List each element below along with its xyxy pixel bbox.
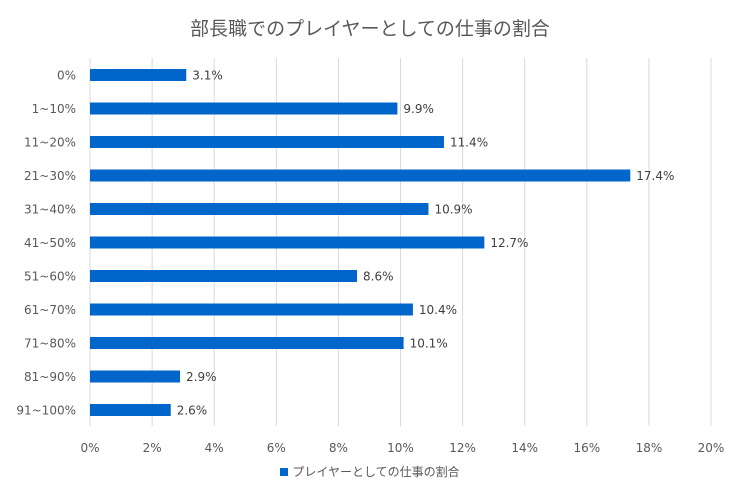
x-tick-label: 8% xyxy=(329,441,348,455)
bar xyxy=(90,337,404,349)
legend-swatch xyxy=(280,467,289,476)
legend: プレイヤーとしての仕事の割合 xyxy=(0,463,740,480)
chart-title: 部長職でのプレイヤーとしての仕事の割合 xyxy=(190,18,550,40)
bar xyxy=(90,404,171,416)
legend-label: プレイヤーとしての仕事の割合 xyxy=(292,465,460,479)
y-tick-label: 0% xyxy=(57,69,76,83)
bar xyxy=(90,69,187,81)
data-label: 3.1% xyxy=(192,69,223,83)
x-tick-label: 14% xyxy=(511,441,538,455)
data-label: 12.7% xyxy=(490,236,528,250)
x-tick-label: 6% xyxy=(267,441,286,455)
data-label: 9.9% xyxy=(403,102,434,116)
data-label: 2.9% xyxy=(186,370,217,384)
bar xyxy=(90,270,358,282)
data-label: 10.4% xyxy=(419,303,457,317)
bar xyxy=(90,303,413,316)
y-tick-label: 1~10% xyxy=(32,102,76,116)
bar xyxy=(90,203,429,215)
x-tick-label: 20% xyxy=(698,441,725,455)
y-tick-label: 91~100% xyxy=(16,404,76,418)
x-tick-label: 2% xyxy=(143,441,162,455)
data-label: 17.4% xyxy=(636,169,674,183)
y-tick-label: 81~90% xyxy=(24,370,76,384)
x-tick-label: 4% xyxy=(205,441,224,455)
y-tick-label: 31~40% xyxy=(24,203,76,217)
x-tick-label: 16% xyxy=(573,441,600,455)
y-tick-label: 21~30% xyxy=(24,169,76,183)
data-label: 10.9% xyxy=(434,203,472,217)
data-label: 2.6% xyxy=(177,404,208,418)
data-label: 8.6% xyxy=(363,270,394,284)
x-tick-label: 18% xyxy=(636,441,663,455)
bar xyxy=(90,370,181,383)
data-label: 11.4% xyxy=(450,136,488,150)
bar xyxy=(90,102,398,115)
y-tick-label: 11~20% xyxy=(24,136,76,150)
x-tick-label: 12% xyxy=(449,441,476,455)
bar xyxy=(90,136,444,148)
y-tick-label: 51~60% xyxy=(24,270,76,284)
data-label: 10.1% xyxy=(410,337,448,351)
x-tick-label: 10% xyxy=(387,441,414,455)
x-tick-label: 0% xyxy=(80,441,99,455)
y-tick-label: 71~80% xyxy=(24,337,76,351)
bar xyxy=(90,169,631,182)
y-tick-label: 41~50% xyxy=(24,236,76,250)
y-tick-label: 61~70% xyxy=(24,303,76,317)
bar xyxy=(90,236,485,249)
